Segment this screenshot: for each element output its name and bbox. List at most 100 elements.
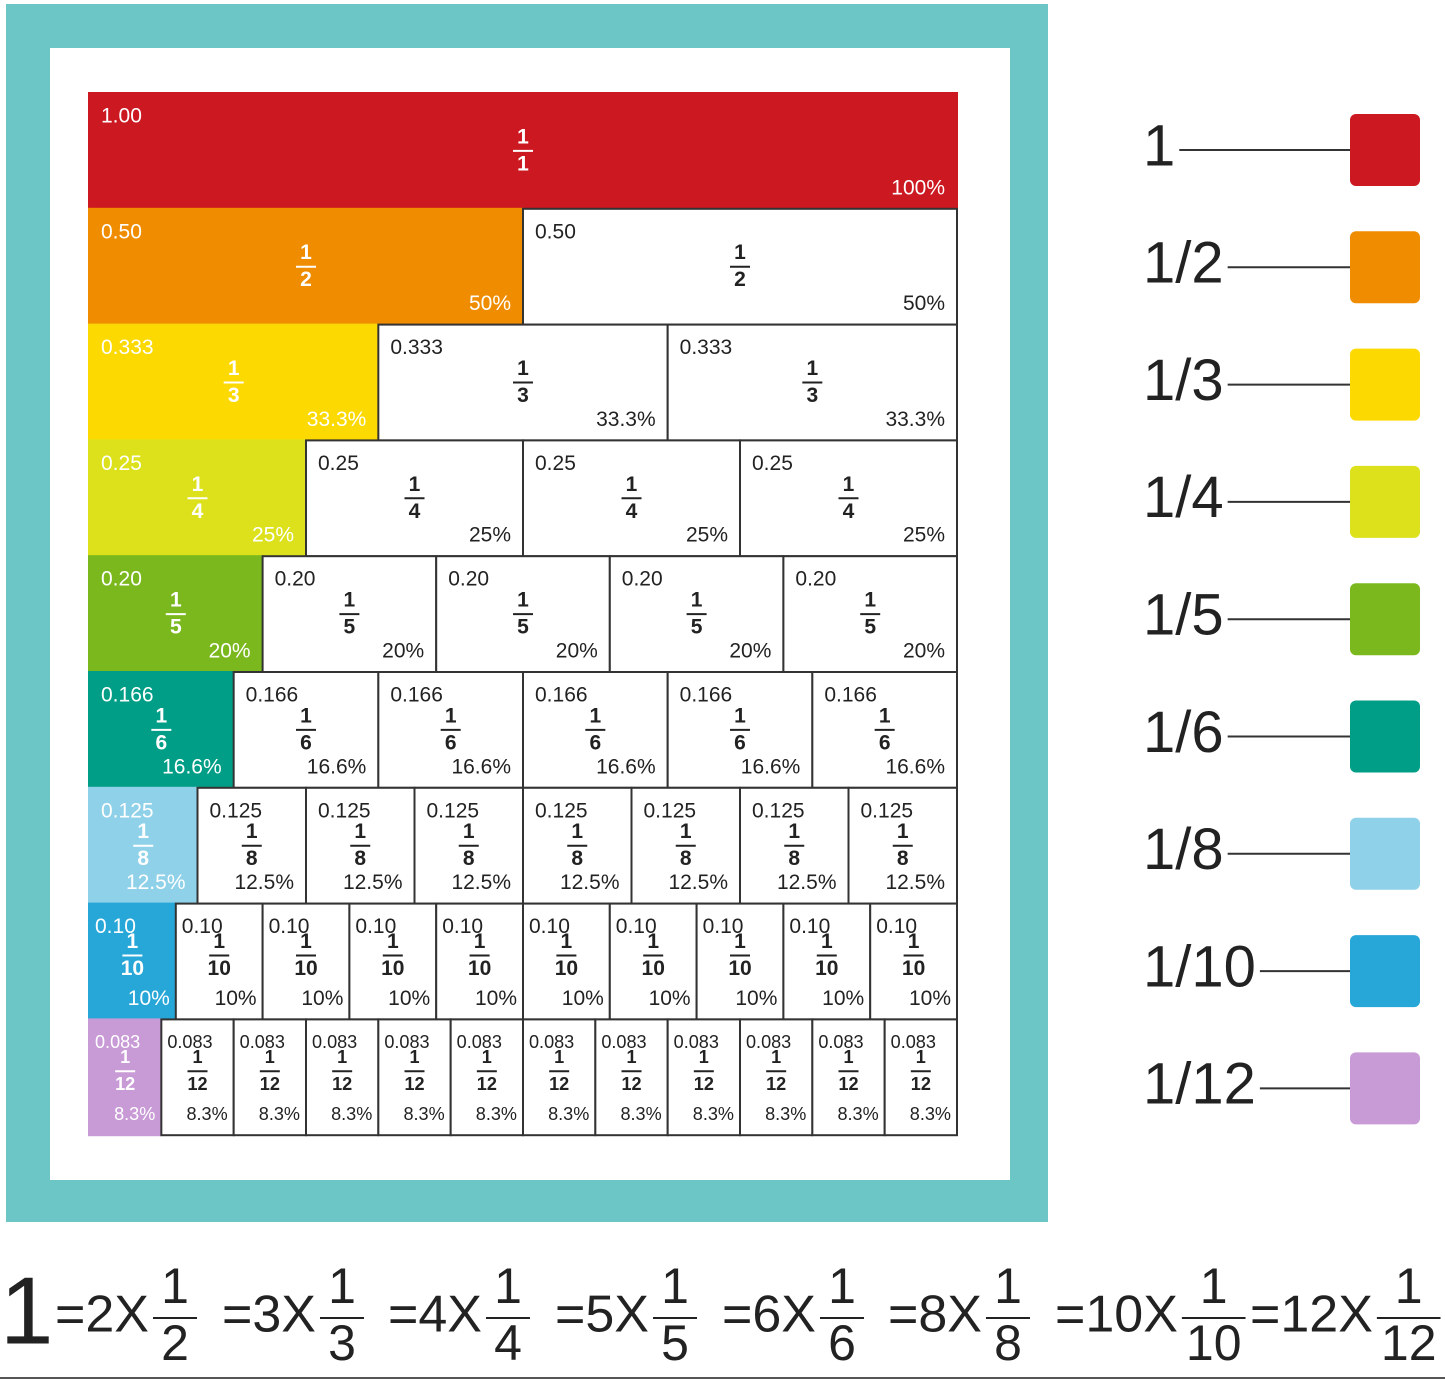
tile-numerator: 1: [699, 1047, 709, 1067]
tile-denominator: 12: [549, 1074, 569, 1094]
equation-denominator: 2: [161, 1315, 189, 1371]
tile-denominator: 10: [728, 957, 751, 980]
tile: [348, 902, 438, 1021]
equation-prefix: =12X: [1250, 1286, 1373, 1344]
equation-numerator: 1: [494, 1258, 522, 1314]
tile-percent: 16.6%: [451, 755, 511, 778]
tile-numerator: 1: [300, 930, 312, 953]
tile-denominator: 10: [381, 957, 404, 980]
tile-denominator: 5: [344, 616, 356, 639]
equation-denominator: 12: [1381, 1315, 1437, 1371]
tile-numerator: 1: [626, 473, 638, 496]
tile-percent: 8.3%: [837, 1104, 878, 1124]
tile-decimal: 0.166: [246, 684, 299, 707]
tile-decimal: 0.10: [703, 915, 744, 938]
tile-decimal: 0.10: [789, 915, 830, 938]
tile-denominator: 2: [734, 268, 746, 291]
tile-decimal: 0.125: [535, 799, 588, 822]
tile-denominator: 12: [621, 1074, 641, 1094]
legend-swatch: [1350, 817, 1420, 890]
tile-percent: 8.3%: [620, 1104, 661, 1124]
tile-denominator: 3: [806, 384, 818, 407]
tile-numerator: 1: [120, 1047, 130, 1067]
tile-numerator: 1: [680, 820, 692, 843]
tile-denominator: 6: [155, 731, 167, 754]
equation-prefix: =6X: [722, 1286, 816, 1344]
tile-denominator: 5: [691, 616, 703, 639]
tile-numerator: 1: [691, 589, 703, 612]
tile-percent: 8.3%: [259, 1104, 300, 1124]
tile-numerator: 1: [445, 704, 457, 727]
tile-numerator: 1: [517, 125, 529, 148]
equation-numerator: 1: [994, 1258, 1022, 1314]
tile-decimal: 0.083: [384, 1032, 429, 1052]
equation-one: 1: [0, 1257, 53, 1364]
equation-denominator: 4: [494, 1315, 522, 1371]
tile-percent: 8.3%: [476, 1104, 517, 1124]
tile-decimal: 0.125: [752, 799, 805, 822]
equation-numerator: 1: [1395, 1258, 1423, 1314]
equation-denominator: 3: [328, 1315, 356, 1371]
tile-percent: 33.3%: [307, 408, 367, 431]
tile-numerator: 1: [155, 704, 167, 727]
tile-decimal: 0.10: [355, 915, 396, 938]
tile-percent: 12.5%: [234, 871, 294, 894]
tile-numerator: 1: [192, 473, 204, 496]
tile-denominator: 10: [815, 957, 838, 980]
tile-decimal: 0.50: [101, 220, 142, 243]
tile-decimal: 0.083: [529, 1032, 574, 1052]
tile-numerator: 1: [647, 930, 659, 953]
tile-numerator: 1: [300, 704, 312, 727]
tile-percent: 12.5%: [451, 871, 511, 894]
tile-numerator: 1: [213, 930, 225, 953]
tile: [739, 1018, 814, 1137]
tile-numerator: 1: [734, 930, 746, 953]
tile-numerator: 1: [916, 1047, 926, 1067]
tile-decimal: 0.083: [891, 1032, 936, 1052]
tile-percent: 8.3%: [114, 1104, 155, 1124]
tile-percent: 33.3%: [596, 408, 656, 431]
tile-numerator: 1: [554, 1047, 564, 1067]
legend-label: 1/3: [1143, 348, 1224, 413]
tile-percent: 8.3%: [693, 1104, 734, 1124]
tile-denominator: 5: [170, 616, 182, 639]
tile-denominator: 12: [332, 1074, 352, 1094]
tile-percent: 8.3%: [331, 1104, 372, 1124]
tile-denominator: 8: [571, 847, 583, 870]
equation-denominator: 10: [1186, 1315, 1242, 1371]
tile-decimal: 0.166: [824, 684, 877, 707]
tile-numerator: 1: [771, 1047, 781, 1067]
tile-percent: 12.5%: [343, 871, 403, 894]
legend-swatch: [1350, 465, 1420, 538]
tile-numerator: 1: [265, 1047, 275, 1067]
tile-numerator: 1: [387, 930, 399, 953]
equation-numerator: 1: [828, 1258, 856, 1314]
tile-decimal: 0.083: [818, 1032, 863, 1052]
tile-denominator: 3: [517, 384, 529, 407]
tile-decimal: 0.20: [448, 568, 489, 591]
tile-numerator: 1: [354, 820, 366, 843]
tile-numerator: 1: [517, 357, 529, 380]
tile-percent: 20%: [903, 640, 945, 663]
tile-percent: 20%: [382, 640, 424, 663]
tile-denominator: 10: [555, 957, 578, 980]
tile-percent: 10%: [735, 987, 777, 1010]
tile-numerator: 1: [344, 589, 356, 612]
tile: [377, 1018, 452, 1137]
tile-decimal: 0.166: [535, 684, 588, 707]
tile-denominator: 12: [187, 1074, 207, 1094]
tile-denominator: 6: [879, 731, 891, 754]
tile-denominator: 12: [838, 1074, 858, 1094]
tile-numerator: 1: [474, 930, 486, 953]
legend-label: 1/5: [1143, 583, 1224, 648]
legend-label: 1/8: [1143, 817, 1224, 882]
tile-numerator: 1: [897, 820, 909, 843]
tile: [449, 1018, 524, 1137]
tile-numerator: 1: [626, 1047, 636, 1067]
tile-decimal: 0.166: [101, 684, 154, 707]
tile-percent: 20%: [729, 640, 771, 663]
tile-percent: 16.6%: [162, 755, 222, 778]
tile-denominator: 8: [246, 847, 258, 870]
tile-percent: 10%: [822, 987, 864, 1010]
